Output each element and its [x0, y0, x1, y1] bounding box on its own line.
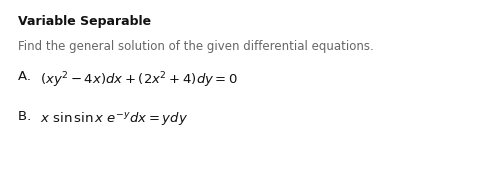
Text: A.: A.	[18, 70, 35, 83]
Text: B.: B.	[18, 110, 35, 123]
Text: Variable Separable: Variable Separable	[18, 15, 151, 28]
Text: $\mathit{(xy^2 - 4x)dx + (2x^2 + 4)dy = 0}$: $\mathit{(xy^2 - 4x)dx + (2x^2 + 4)dy = …	[40, 70, 238, 90]
Text: $\mathit{x\ \sin \sin x\ e^{-y}dx = ydy}$: $\mathit{x\ \sin \sin x\ e^{-y}dx = ydy}…	[40, 110, 188, 127]
Text: Find the general solution of the given differential equations.: Find the general solution of the given d…	[18, 40, 374, 53]
